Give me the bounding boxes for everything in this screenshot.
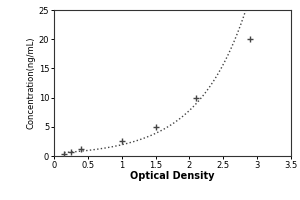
Y-axis label: Concentration(ng/mL): Concentration(ng/mL)	[27, 37, 36, 129]
X-axis label: Optical Density: Optical Density	[130, 171, 215, 181]
